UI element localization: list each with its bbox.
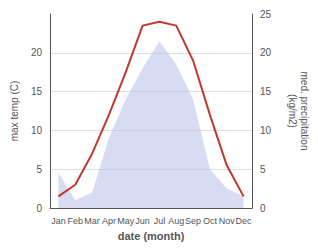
svg-text:May: May: [117, 216, 135, 226]
svg-text:Jan: Jan: [51, 216, 66, 226]
svg-text:(kg/m2): (kg/m2): [287, 94, 298, 128]
svg-text:10: 10: [31, 125, 43, 136]
svg-text:Feb: Feb: [68, 216, 84, 226]
svg-text:15: 15: [260, 86, 272, 97]
svg-text:Nov: Nov: [219, 216, 236, 226]
svg-text:5: 5: [260, 164, 266, 175]
svg-text:Apr: Apr: [102, 216, 116, 226]
svg-text:15: 15: [31, 86, 43, 97]
svg-text:25: 25: [260, 9, 272, 20]
svg-text:med. precipitation: med. precipitation: [299, 72, 310, 151]
svg-text:20: 20: [31, 47, 43, 58]
svg-text:Aug: Aug: [168, 216, 184, 226]
svg-text:max temp (C): max temp (C): [9, 81, 20, 142]
svg-text:0: 0: [36, 203, 42, 214]
svg-text:5: 5: [36, 164, 42, 175]
svg-text:Dec: Dec: [236, 216, 253, 226]
svg-text:Sep: Sep: [185, 216, 201, 226]
svg-text:10: 10: [260, 125, 272, 136]
svg-text:Jun: Jun: [135, 216, 150, 226]
svg-text:date (month): date (month): [118, 230, 185, 242]
svg-text:Oct: Oct: [203, 216, 218, 226]
svg-text:Jul: Jul: [154, 216, 166, 226]
svg-text:Mar: Mar: [84, 216, 100, 226]
svg-text:20: 20: [260, 47, 272, 58]
svg-text:0: 0: [260, 203, 266, 214]
